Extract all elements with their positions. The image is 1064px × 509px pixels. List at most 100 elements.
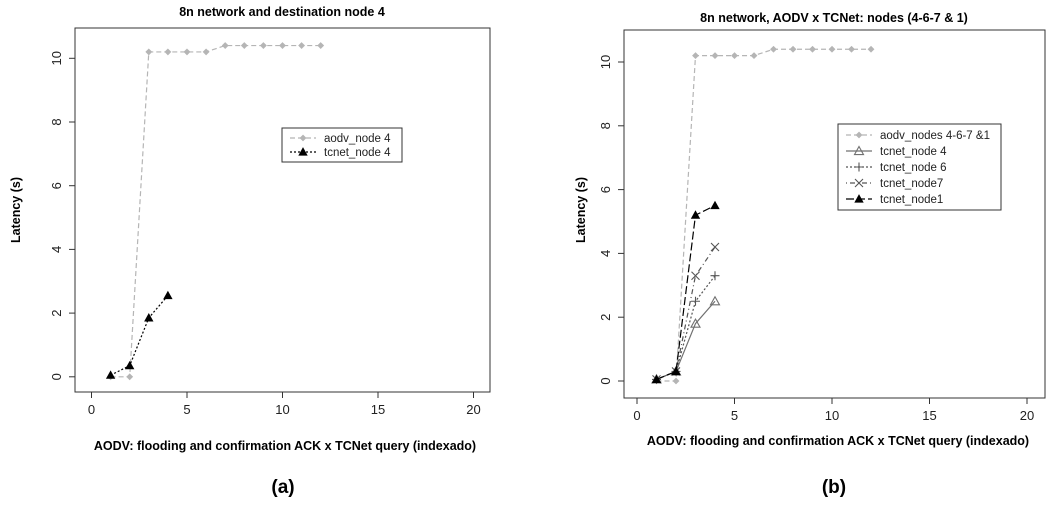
series-aodv-node-4 — [107, 42, 325, 381]
x-tick-label: 10 — [275, 402, 289, 417]
y-tick-label: 2 — [598, 314, 613, 321]
data-point — [691, 296, 700, 306]
data-point — [163, 290, 173, 300]
series-line — [656, 300, 716, 380]
legend-marker — [853, 145, 865, 156]
x-tick-label: 5 — [183, 402, 190, 417]
legend-marker — [855, 131, 863, 139]
data-point — [690, 317, 701, 328]
series-line — [656, 246, 716, 380]
data-point — [144, 313, 154, 322]
data-point — [671, 366, 681, 376]
x-axis: 0 5 10 15 20 — [88, 392, 481, 417]
data-point — [164, 48, 172, 56]
series-line — [110, 44, 321, 378]
legend-marker — [854, 194, 864, 203]
y-axis-label: Latency (s) — [574, 177, 588, 243]
chart-title: 8n network, AODV x TCNet: nodes (4-6-7 &… — [700, 11, 968, 25]
y-axis: 0 2 4 6 8 10 — [49, 51, 75, 380]
data-point — [279, 42, 286, 49]
data-point — [710, 271, 720, 281]
data-point — [828, 45, 836, 53]
chart-title: 8n network and destination node 4 — [179, 5, 385, 19]
data-point — [691, 271, 700, 281]
data-point — [710, 242, 720, 252]
x-axis-label: AODV: flooding and confirmation ACK x TC… — [94, 439, 476, 453]
data-point — [809, 45, 816, 53]
legend-marker — [854, 162, 864, 172]
chart-a: 8n network and destination node 4 0 5 10 15 2… — [9, 5, 491, 498]
y-axis: 0 2 4 6 8 10 — [598, 55, 624, 385]
legend-marker — [299, 134, 307, 142]
data-point — [789, 45, 797, 53]
x-axis: 0 5 10 15 20 — [633, 398, 1034, 423]
series-tcnet-node-6 — [652, 271, 720, 384]
data-point — [710, 200, 720, 210]
legend-entry: tcnet_node 4 — [324, 147, 391, 159]
data-point — [711, 52, 719, 60]
legend-entry: tcnet_node1 — [880, 194, 943, 206]
data-point — [770, 45, 777, 53]
series-tcnet-node-4 — [651, 295, 721, 384]
plot-frame — [74, 27, 491, 393]
y-tick-label: 10 — [49, 51, 64, 65]
data-point — [125, 360, 135, 370]
y-tick-label: 10 — [598, 55, 613, 69]
x-tick-label: 20 — [466, 402, 480, 417]
data-point — [692, 52, 699, 60]
x-tick-label: 15 — [922, 408, 936, 423]
y-axis-label: Latency (s) — [9, 177, 23, 243]
series-line — [656, 205, 716, 380]
data-point — [202, 48, 210, 56]
data-point — [183, 48, 191, 56]
data-point — [298, 42, 306, 49]
legend-entry: tcnet_node 6 — [880, 162, 947, 174]
x-tick-label: 0 — [88, 402, 95, 417]
x-tick-label: 0 — [633, 408, 640, 423]
x-tick-label: 5 — [731, 408, 738, 423]
series-tcnet-node1 — [651, 200, 720, 384]
y-tick-label: 8 — [598, 122, 613, 129]
data-point — [651, 374, 662, 384]
data-point — [709, 295, 721, 306]
data-point — [317, 42, 325, 49]
panel-label: (a) — [271, 477, 294, 498]
x-axis-label: AODV: flooding and confirmation ACK x TC… — [647, 434, 1029, 448]
series-tcnet-node7 — [652, 242, 720, 384]
legend-entry: tcnet_node 4 — [880, 146, 947, 158]
data-point — [126, 373, 134, 381]
legend-entry: aodv_nodes 4-6-7 &1 — [880, 130, 990, 142]
chart-b: 8n network, AODV x TCNet: nodes (4-6-7 &… — [574, 11, 1046, 498]
y-tick-label: 6 — [598, 186, 613, 193]
y-tick-label: 8 — [49, 118, 64, 125]
legend: aodv_node 4 tcnet_node 4 — [281, 127, 403, 163]
panel-label: (b) — [822, 477, 846, 498]
data-point — [221, 42, 229, 49]
series-line — [110, 295, 169, 376]
data-point — [145, 48, 153, 56]
data-point — [240, 42, 248, 49]
y-tick-label: 6 — [49, 182, 64, 189]
legend-box — [837, 123, 1002, 211]
y-tick-label: 4 — [598, 250, 613, 257]
legend-marker — [854, 178, 864, 188]
legend-marker — [298, 147, 308, 156]
y-tick-label: 2 — [49, 309, 64, 316]
series-line — [656, 48, 871, 382]
data-point — [750, 52, 758, 60]
x-tick-label: 10 — [825, 408, 839, 423]
x-tick-label: 15 — [371, 402, 385, 417]
data-point — [259, 42, 267, 49]
data-point — [672, 377, 680, 385]
data-point — [848, 45, 855, 53]
data-point — [867, 45, 875, 53]
legend-box — [281, 127, 403, 163]
legend-entry: aodv_node 4 — [324, 133, 391, 145]
y-tick-label: 0 — [598, 377, 613, 384]
data-point — [105, 370, 116, 379]
data-point — [690, 210, 701, 219]
y-tick-label: 0 — [49, 373, 64, 380]
legend-entry: tcnet_node7 — [880, 178, 943, 190]
data-point — [731, 52, 738, 60]
